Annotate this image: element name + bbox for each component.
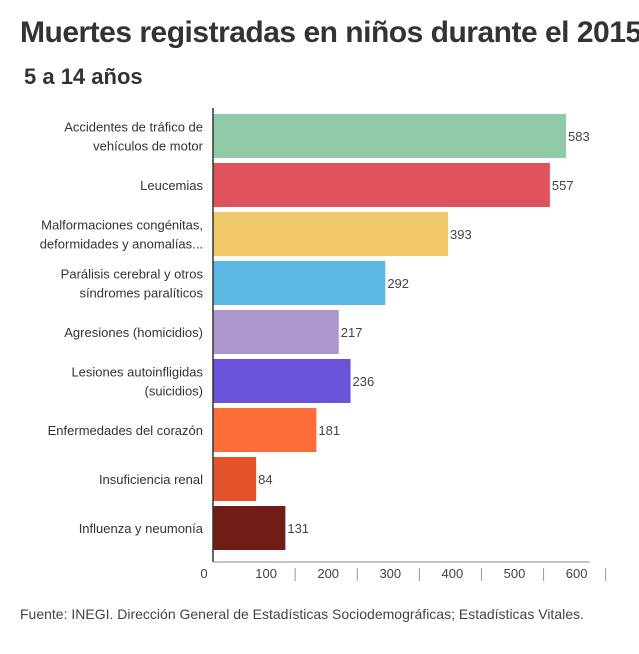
bar bbox=[213, 163, 550, 207]
x-tick-label: 100 bbox=[255, 566, 277, 581]
value-label: 393 bbox=[450, 227, 472, 242]
x-tick-label: 200 bbox=[317, 566, 339, 581]
category-label: (suicidios) bbox=[144, 384, 203, 399]
bar bbox=[213, 506, 286, 550]
bar bbox=[213, 457, 257, 501]
x-tick-label: 500 bbox=[504, 566, 526, 581]
category-label: Enfermedades del corazón bbox=[48, 423, 203, 438]
category-label: Malformaciones congénitas, bbox=[41, 218, 203, 233]
chart-subtitle: 5 a 14 años bbox=[24, 64, 143, 89]
bar bbox=[213, 114, 567, 158]
value-label: 292 bbox=[387, 276, 409, 291]
x-tick-label: 0 bbox=[200, 566, 207, 581]
x-tick-label: 600 bbox=[566, 566, 588, 581]
value-label: 84 bbox=[258, 472, 272, 487]
value-label: 131 bbox=[287, 521, 309, 536]
source-note: Fuente: INEGI. Dirección General de Esta… bbox=[20, 606, 584, 622]
category-label: Influenza y neumonía bbox=[79, 521, 204, 536]
bar bbox=[213, 261, 386, 305]
category-label: Parálisis cerebral y otros bbox=[61, 267, 204, 282]
bar bbox=[213, 310, 339, 354]
category-label: Lesiones autoinfligidas bbox=[71, 365, 203, 380]
bar bbox=[213, 359, 351, 403]
value-label: 583 bbox=[568, 129, 590, 144]
category-label: Leucemias bbox=[140, 178, 203, 193]
value-label: 236 bbox=[353, 374, 375, 389]
category-label: Accidentes de tráfico de bbox=[64, 120, 203, 135]
bar bbox=[213, 408, 317, 452]
category-label: Agresiones (homicidios) bbox=[64, 325, 203, 340]
category-label: síndromes paralíticos bbox=[79, 286, 203, 301]
value-label: 557 bbox=[552, 178, 574, 193]
x-tick-label: 300 bbox=[379, 566, 401, 581]
value-label: 217 bbox=[341, 325, 363, 340]
bar-chart: 583 Accidentes de tráfico de vehículos de … bbox=[40, 108, 607, 581]
value-label: 181 bbox=[318, 423, 340, 438]
x-tick-label: 400 bbox=[442, 566, 464, 581]
category-label: vehículos de motor bbox=[93, 139, 204, 154]
chart-title: Muertes registradas en niños durante el … bbox=[20, 16, 639, 49]
bar bbox=[213, 212, 449, 256]
category-label: deformidades y anomalías... bbox=[40, 237, 203, 252]
category-label: Insuficiencia renal bbox=[99, 472, 203, 487]
